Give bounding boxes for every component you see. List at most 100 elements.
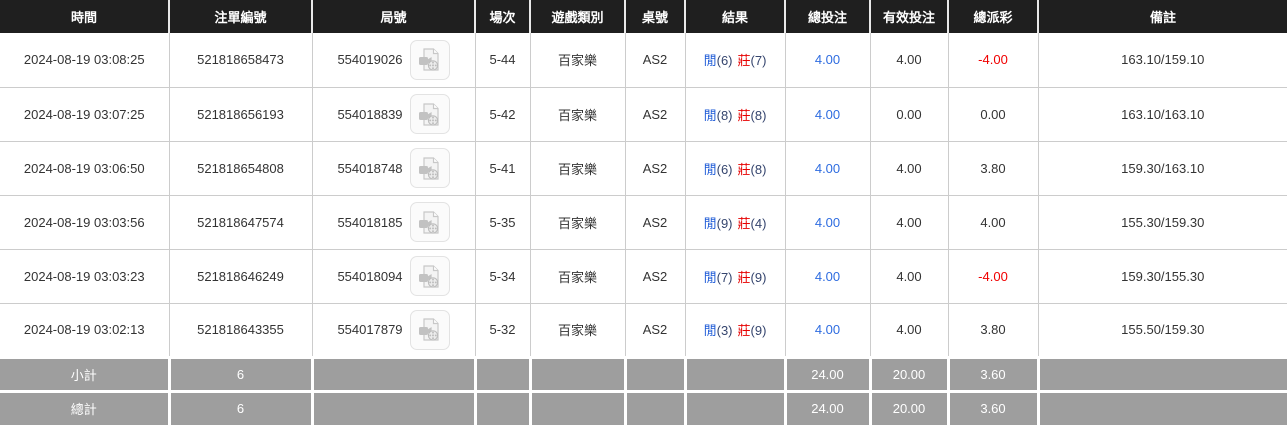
cell-total-payout: 3.80	[948, 141, 1039, 196]
summary-row: 小計 6 24.00 20.00 3.60	[0, 355, 1287, 391]
cell-result: 閒(6) 莊(8)	[685, 141, 786, 196]
cell-table-id: AS2	[625, 249, 686, 304]
round-id-text: 554018185	[337, 214, 403, 230]
round-id-text: 554018094	[337, 268, 403, 284]
player-result-label: 閒	[703, 215, 717, 231]
banker-result-label: 莊	[737, 323, 751, 338]
cell-total-payout: 4.00	[948, 195, 1039, 250]
cell-bet-id: 521818656193	[169, 87, 313, 142]
banker-result-score: (9)	[750, 323, 767, 338]
cell-session: 5-32	[475, 303, 531, 358]
round-id-text: 554019026	[337, 52, 403, 68]
banker-result-score: (9)	[750, 269, 767, 285]
column-header-remark: 備註	[1038, 0, 1287, 33]
cell-game-type: 百家樂	[530, 87, 626, 142]
round-id-text: 554017879	[337, 322, 403, 337]
video-replay-icon	[419, 318, 439, 341]
player-result-score: (7)	[716, 269, 733, 285]
cell-time: 2024-08-19 03:03:23	[0, 249, 170, 304]
table-row: 2024-08-19 03:03:56 521818647574 5540181…	[0, 195, 1287, 250]
cell-round-id: 554017879	[312, 303, 476, 358]
cell-round-id: 554018094	[312, 249, 476, 304]
summary-payout: 3.60	[948, 389, 1040, 425]
cell-total-bet: 4.00	[785, 87, 871, 142]
table-body: 2024-08-19 03:08:25 521818658473 5540190…	[0, 33, 1287, 358]
column-header-total-payout: 總派彩	[948, 0, 1039, 33]
cell-total-bet: 4.00	[785, 33, 871, 88]
summary-count: 6	[169, 389, 314, 425]
table-row: 2024-08-19 03:06:50 521818654808 5540187…	[0, 141, 1287, 196]
video-replay-button[interactable]	[409, 309, 450, 350]
player-result-score: (6)	[716, 161, 733, 177]
summary-label: 小計	[0, 355, 171, 391]
cell-total-bet: 4.00	[785, 141, 871, 196]
table-row: 2024-08-19 03:03:23 521818646249 5540180…	[0, 249, 1287, 304]
video-replay-button[interactable]	[409, 39, 450, 80]
cell-bet-id: 521818646249	[169, 249, 313, 304]
cell-remark: 159.30/155.30	[1038, 249, 1287, 304]
summary-count: 6	[169, 355, 314, 391]
cell-valid-bet: 4.00	[870, 33, 949, 88]
video-replay-button[interactable]	[409, 202, 450, 242]
summary-total-bet: 24.00	[785, 355, 872, 391]
cell-table-id: AS2	[625, 141, 686, 196]
video-replay-button[interactable]	[409, 256, 450, 296]
player-result-label: 閒	[703, 269, 717, 285]
player-result-score: (6)	[716, 53, 733, 69]
video-replay-icon	[419, 156, 439, 180]
round-id-text: 554018748	[337, 160, 403, 176]
summary-remark	[1038, 389, 1287, 425]
video-replay-button[interactable]	[409, 94, 450, 134]
player-result-label: 閒	[703, 323, 717, 338]
summary-remark	[1038, 355, 1287, 391]
cell-table-id: AS2	[625, 87, 686, 142]
cell-result: 閒(7) 莊(9)	[685, 249, 786, 304]
video-replay-icon	[419, 48, 439, 71]
summary-total-bet: 24.00	[785, 389, 872, 425]
cell-remark: 159.30/163.10	[1038, 141, 1287, 196]
player-result-score: (8)	[716, 107, 733, 123]
table-row: 2024-08-19 03:08:25 521818658473 5540190…	[0, 33, 1287, 88]
cell-total-payout: 3.80	[948, 303, 1039, 358]
cell-game-type: 百家樂	[530, 141, 626, 196]
column-header-valid-bet: 有效投注	[870, 0, 949, 33]
cell-total-payout: -4.00	[948, 249, 1039, 304]
cell-session: 5-42	[475, 87, 531, 142]
cell-session: 5-44	[475, 33, 531, 88]
cell-time: 2024-08-19 03:06:50	[0, 141, 170, 196]
cell-bet-id: 521818647574	[169, 195, 313, 250]
cell-remark: 155.50/159.30	[1038, 303, 1287, 358]
banker-result-label: 莊	[737, 269, 751, 285]
cell-game-type: 百家樂	[530, 195, 626, 250]
column-header-bet-id: 注單編號	[169, 0, 313, 33]
cell-game-type: 百家樂	[530, 249, 626, 304]
cell-result: 閒(8) 莊(8)	[685, 87, 786, 142]
video-replay-button[interactable]	[409, 148, 450, 188]
video-replay-icon	[419, 102, 439, 126]
cell-time: 2024-08-19 03:08:25	[0, 33, 170, 88]
column-header-game-type: 遊戲類別	[530, 0, 626, 33]
banker-result-label: 莊	[737, 53, 751, 69]
cell-time: 2024-08-19 03:02:13	[0, 303, 170, 358]
cell-table-id: AS2	[625, 33, 686, 88]
cell-remark: 163.10/159.10	[1038, 33, 1287, 88]
cell-game-type: 百家樂	[530, 303, 626, 358]
cell-session: 5-41	[475, 141, 531, 196]
banker-result-score: (8)	[750, 161, 767, 177]
table-row: 2024-08-19 03:07:25 521818656193 5540188…	[0, 87, 1287, 142]
column-header-session: 場次	[475, 0, 531, 33]
cell-bet-id: 521818658473	[169, 33, 313, 88]
cell-round-id: 554019026	[312, 33, 476, 88]
cell-time: 2024-08-19 03:07:25	[0, 87, 170, 142]
cell-valid-bet: 4.00	[870, 249, 949, 304]
summary-row: 總計 6 24.00 20.00 3.60	[0, 389, 1287, 425]
cell-bet-id: 521818643355	[169, 303, 313, 358]
cell-round-id: 554018748	[312, 141, 476, 196]
cell-remark: 163.10/163.10	[1038, 87, 1287, 142]
cell-table-id: AS2	[625, 303, 686, 358]
cell-valid-bet: 4.00	[870, 195, 949, 250]
cell-round-id: 554018185	[312, 195, 476, 250]
header-row: 時間 注單編號 局號 場次 遊戲類別 桌號 結果 總投注 有效投注 總派彩 備註	[0, 0, 1287, 33]
summary-label: 總計	[0, 389, 171, 425]
